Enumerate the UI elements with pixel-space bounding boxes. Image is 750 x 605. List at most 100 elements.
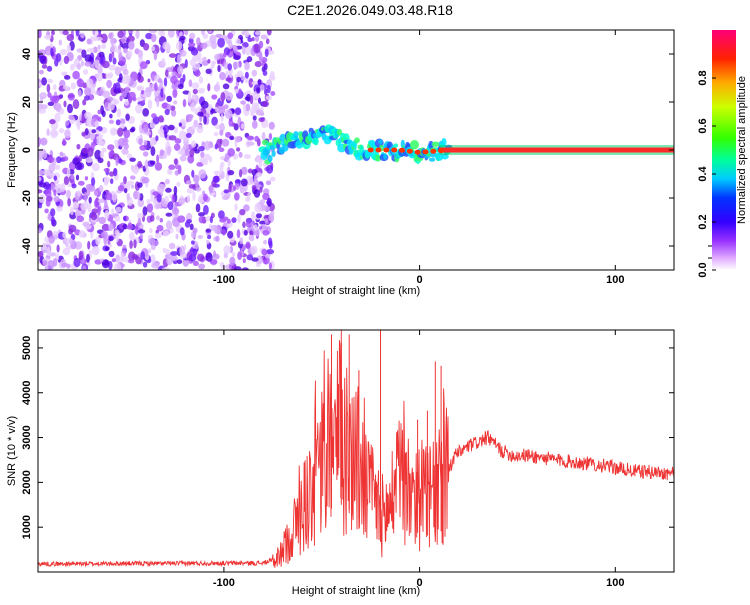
- noise-blob: [115, 119, 121, 126]
- noise-blob: [162, 247, 167, 254]
- noise-blob: [186, 114, 194, 119]
- noise-blob: [262, 230, 270, 236]
- noise-blob: [127, 35, 135, 43]
- noise-blob: [236, 76, 242, 83]
- noise-blob: [58, 128, 65, 134]
- noise-blob: [198, 212, 205, 217]
- noise-blob: [128, 251, 136, 261]
- noise-blob: [187, 91, 192, 102]
- noise-blob: [174, 138, 182, 144]
- noise-blob: [157, 78, 163, 84]
- noise-blob: [231, 217, 237, 224]
- noise-blob: [90, 47, 95, 53]
- noise-blob: [189, 32, 196, 40]
- noise-blob: [261, 132, 266, 141]
- noise-blob: [67, 197, 71, 207]
- noise-blob: [191, 94, 197, 100]
- noise-blob: [200, 42, 208, 49]
- noise-blob: [234, 192, 240, 201]
- noise-blob: [78, 230, 86, 238]
- noise-blob: [114, 215, 121, 222]
- noise-blob: [80, 32, 85, 39]
- noise-blob: [215, 33, 223, 38]
- noise-blob: [255, 35, 259, 43]
- noise-blob: [38, 250, 44, 258]
- noise-blob: [203, 153, 211, 161]
- noise-blob: [146, 203, 154, 213]
- noise-blob: [92, 163, 100, 172]
- noise-blob: [227, 32, 234, 39]
- noise-blob: [123, 176, 127, 185]
- signal-blob: [267, 154, 273, 163]
- noise-blob: [71, 183, 77, 189]
- noise-blob: [91, 129, 97, 134]
- noise-blob: [94, 188, 98, 196]
- noise-blob: [108, 151, 114, 157]
- snr-ticks: -100 0 100 1000 2000 3000 4000 5000: [21, 330, 674, 589]
- noise-blob: [49, 119, 56, 125]
- noise-blob: [206, 239, 210, 245]
- noise-blob: [220, 161, 225, 168]
- noise-blob: [86, 38, 92, 45]
- noise-blob: [70, 82, 77, 90]
- noise-blob: [149, 254, 156, 264]
- noise-blob: [38, 227, 43, 234]
- colorbar-tick-label: 0.0: [697, 262, 709, 277]
- noise-blob: [241, 166, 248, 175]
- noise-blob: [51, 30, 55, 36]
- noise-blob: [218, 210, 225, 220]
- noise-blob: [203, 115, 207, 125]
- noise-blob: [223, 245, 231, 255]
- signal-blob: [354, 137, 360, 144]
- noise-blob: [213, 132, 219, 137]
- signal-blob: [375, 154, 382, 162]
- noise-blob: [213, 170, 221, 176]
- noise-blob: [169, 242, 176, 250]
- noise-blob: [90, 212, 98, 221]
- noise-blob: [264, 88, 268, 96]
- noise-blob: [122, 244, 127, 249]
- noise-blob: [103, 168, 111, 172]
- noise-blob: [101, 43, 107, 50]
- noise-blob: [242, 102, 246, 113]
- noise-blob: [67, 103, 73, 114]
- noise-blob: [70, 174, 75, 180]
- noise-blob: [253, 43, 261, 54]
- noise-blob: [123, 215, 127, 221]
- noise-blob: [185, 133, 192, 138]
- noise-blob: [196, 124, 204, 134]
- noise-blob: [66, 34, 75, 42]
- noise-blob: [165, 248, 170, 256]
- noise-blob: [159, 149, 165, 157]
- noise-blob: [189, 59, 197, 67]
- noise-blob: [205, 228, 212, 233]
- noise-blob: [99, 151, 105, 159]
- noise-blob: [158, 30, 164, 36]
- noise-blob: [98, 51, 105, 58]
- noise-blob: [219, 72, 226, 81]
- noise-blob: [154, 82, 158, 92]
- noise-blob: [38, 189, 43, 194]
- noise-blob: [115, 233, 119, 243]
- noise-blob: [227, 230, 234, 239]
- x-tick-label: 100: [606, 577, 624, 589]
- noise-blob: [78, 154, 83, 162]
- noise-blob: [244, 62, 250, 70]
- noise-blob: [113, 262, 122, 270]
- noise-blob: [219, 122, 225, 133]
- noise-blob: [207, 59, 211, 64]
- snr-xlabel: Height of straight line (km): [292, 585, 420, 597]
- noise-blob: [256, 255, 263, 265]
- noise-blob: [84, 61, 92, 67]
- noise-blob: [144, 159, 149, 170]
- snr-series-line: [38, 330, 674, 568]
- noise-blob: [258, 160, 263, 169]
- noise-blob: [110, 44, 118, 53]
- noise-blob: [195, 181, 199, 187]
- noise-blob: [137, 229, 146, 234]
- noise-blob: [38, 108, 47, 114]
- noise-blob: [224, 109, 233, 119]
- noise-blob: [62, 30, 69, 36]
- noise-blob: [176, 54, 182, 64]
- noise-blob: [63, 156, 69, 162]
